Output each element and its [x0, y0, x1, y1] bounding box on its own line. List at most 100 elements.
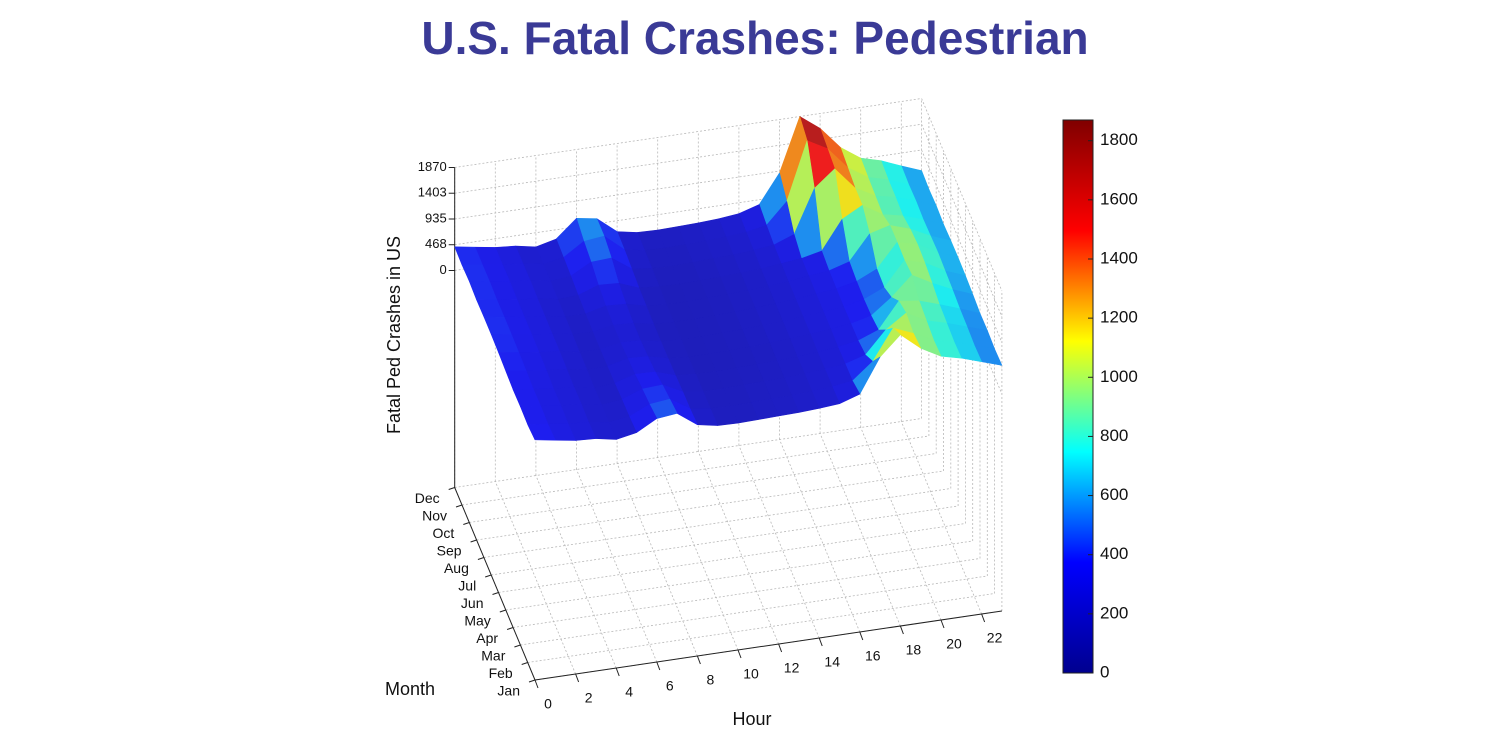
y-tick-label: May [464, 613, 490, 629]
y-tick-label: Nov [422, 508, 447, 524]
floor-grid-line [461, 435, 929, 506]
floor-grid-line [483, 488, 951, 558]
y-tick-label: Jun [461, 595, 484, 611]
y-tick-label: Jan [497, 683, 520, 699]
x-tick-label: 6 [666, 678, 674, 694]
x-tick [534, 679, 539, 689]
y-tick-label: Oct [433, 525, 455, 541]
x-tick-label: 2 [585, 690, 593, 706]
y-tick [463, 522, 470, 525]
floor-grid-line [513, 558, 981, 628]
surface [454, 116, 1003, 441]
x-tick-label: 12 [784, 660, 800, 676]
y-axis-line [454, 487, 536, 681]
y-tick [485, 574, 492, 578]
x-grid-line [860, 427, 942, 621]
z-tick-label: 0 [439, 262, 446, 277]
floor-grid-line [527, 593, 995, 663]
y-tick-label: Feb [489, 665, 513, 681]
y-tick [521, 662, 528, 665]
y-axis-label: Month [385, 679, 435, 699]
colorbar-tick-label: 400 [1100, 544, 1128, 563]
colorbar-tick-label: 200 [1100, 603, 1128, 622]
colorbar-tick-label: 1800 [1100, 130, 1138, 149]
y-tick-label: Sep [437, 543, 462, 559]
y-tick [528, 679, 536, 683]
colorbar-ramp [1062, 119, 1094, 674]
z-tick-label: 1870 [418, 159, 447, 174]
floor-grid-line [454, 418, 922, 488]
x-tick-label: 14 [824, 654, 840, 670]
floor-grid-line [505, 540, 973, 611]
y-tick [455, 504, 463, 508]
y-tick [499, 609, 506, 613]
x-tick [656, 661, 661, 671]
x-grid-line [738, 445, 820, 639]
z-side-grid-line [921, 124, 1003, 317]
floor-grid-line [498, 523, 966, 593]
x-grid-line [535, 475, 617, 669]
x-grid-line [576, 469, 658, 663]
z-side-grid-line [921, 149, 1003, 343]
x-axis-label: Hour [732, 709, 771, 729]
z-grid-line [454, 123, 922, 194]
x-tick-label: 20 [946, 636, 962, 652]
floor-grid-line [469, 453, 937, 523]
z-tick-label: 1403 [418, 185, 447, 200]
y-tick-label: Aug [444, 560, 469, 576]
x-grid-line [494, 481, 576, 675]
x-tick [818, 637, 823, 647]
x-tick [778, 643, 783, 653]
x-tick [696, 655, 701, 665]
colorbar-tick-label: 1000 [1100, 367, 1138, 386]
z-axis-label: Fatal Ped Crashes in US [384, 236, 404, 434]
x-grid-line [819, 433, 901, 627]
x-tick-label: 0 [544, 696, 552, 712]
x-grid-line [697, 451, 779, 645]
y-tick [448, 487, 455, 490]
x-tick-label: 4 [625, 684, 633, 700]
x-tick [859, 631, 864, 641]
surface-cell [527, 424, 556, 441]
y-tick [477, 557, 485, 560]
x-grid-line [779, 439, 861, 633]
x-grid-line [616, 463, 698, 657]
colorbar-tick-label: 0 [1100, 662, 1109, 681]
x-grid-line [657, 457, 739, 651]
y-tick-label: Apr [476, 630, 498, 646]
y-tick [492, 592, 499, 595]
x-tick [575, 673, 580, 683]
colorbar-tick-label: 600 [1100, 485, 1128, 504]
x-axis-line [534, 610, 1002, 681]
x-tick-label: 18 [906, 642, 922, 658]
chart-title: U.S. Fatal Crashes: Pedestrian [421, 12, 1088, 64]
y-tick-label: Jul [458, 578, 476, 594]
colorbar-tick-label: 1600 [1100, 189, 1138, 208]
y-tick-label: Dec [415, 490, 440, 506]
z-tick-label: 935 [425, 210, 447, 225]
colorbar-tick-label: 1400 [1100, 248, 1138, 267]
x-tick [737, 649, 742, 659]
x-tick [940, 619, 945, 629]
colorbar-tick-label: 800 [1100, 426, 1128, 445]
y-tick [470, 539, 477, 543]
x-grid-line [900, 421, 982, 615]
floor-grid-line [491, 505, 959, 576]
z-side-grid-line [921, 98, 1003, 292]
y-tick [506, 627, 514, 630]
floor-grid-line [476, 470, 944, 541]
x-tick-label: 16 [865, 648, 881, 664]
z-tick-label: 468 [425, 236, 447, 251]
x-tick-label: 8 [707, 672, 715, 688]
x-tick [615, 667, 620, 677]
colorbar-tick-label: 1200 [1100, 308, 1138, 327]
x-tick-label: 22 [987, 630, 1003, 646]
x-tick [899, 625, 904, 635]
x-tick [981, 613, 986, 623]
x-tick-label: 10 [743, 666, 759, 682]
y-tick-label: Mar [481, 648, 505, 664]
colorbar: 0 200 400 600 800 1000 1200 1400 1600 1800 [1062, 119, 1138, 681]
z-grid-line [454, 98, 922, 168]
floor-grid-line [520, 575, 988, 646]
